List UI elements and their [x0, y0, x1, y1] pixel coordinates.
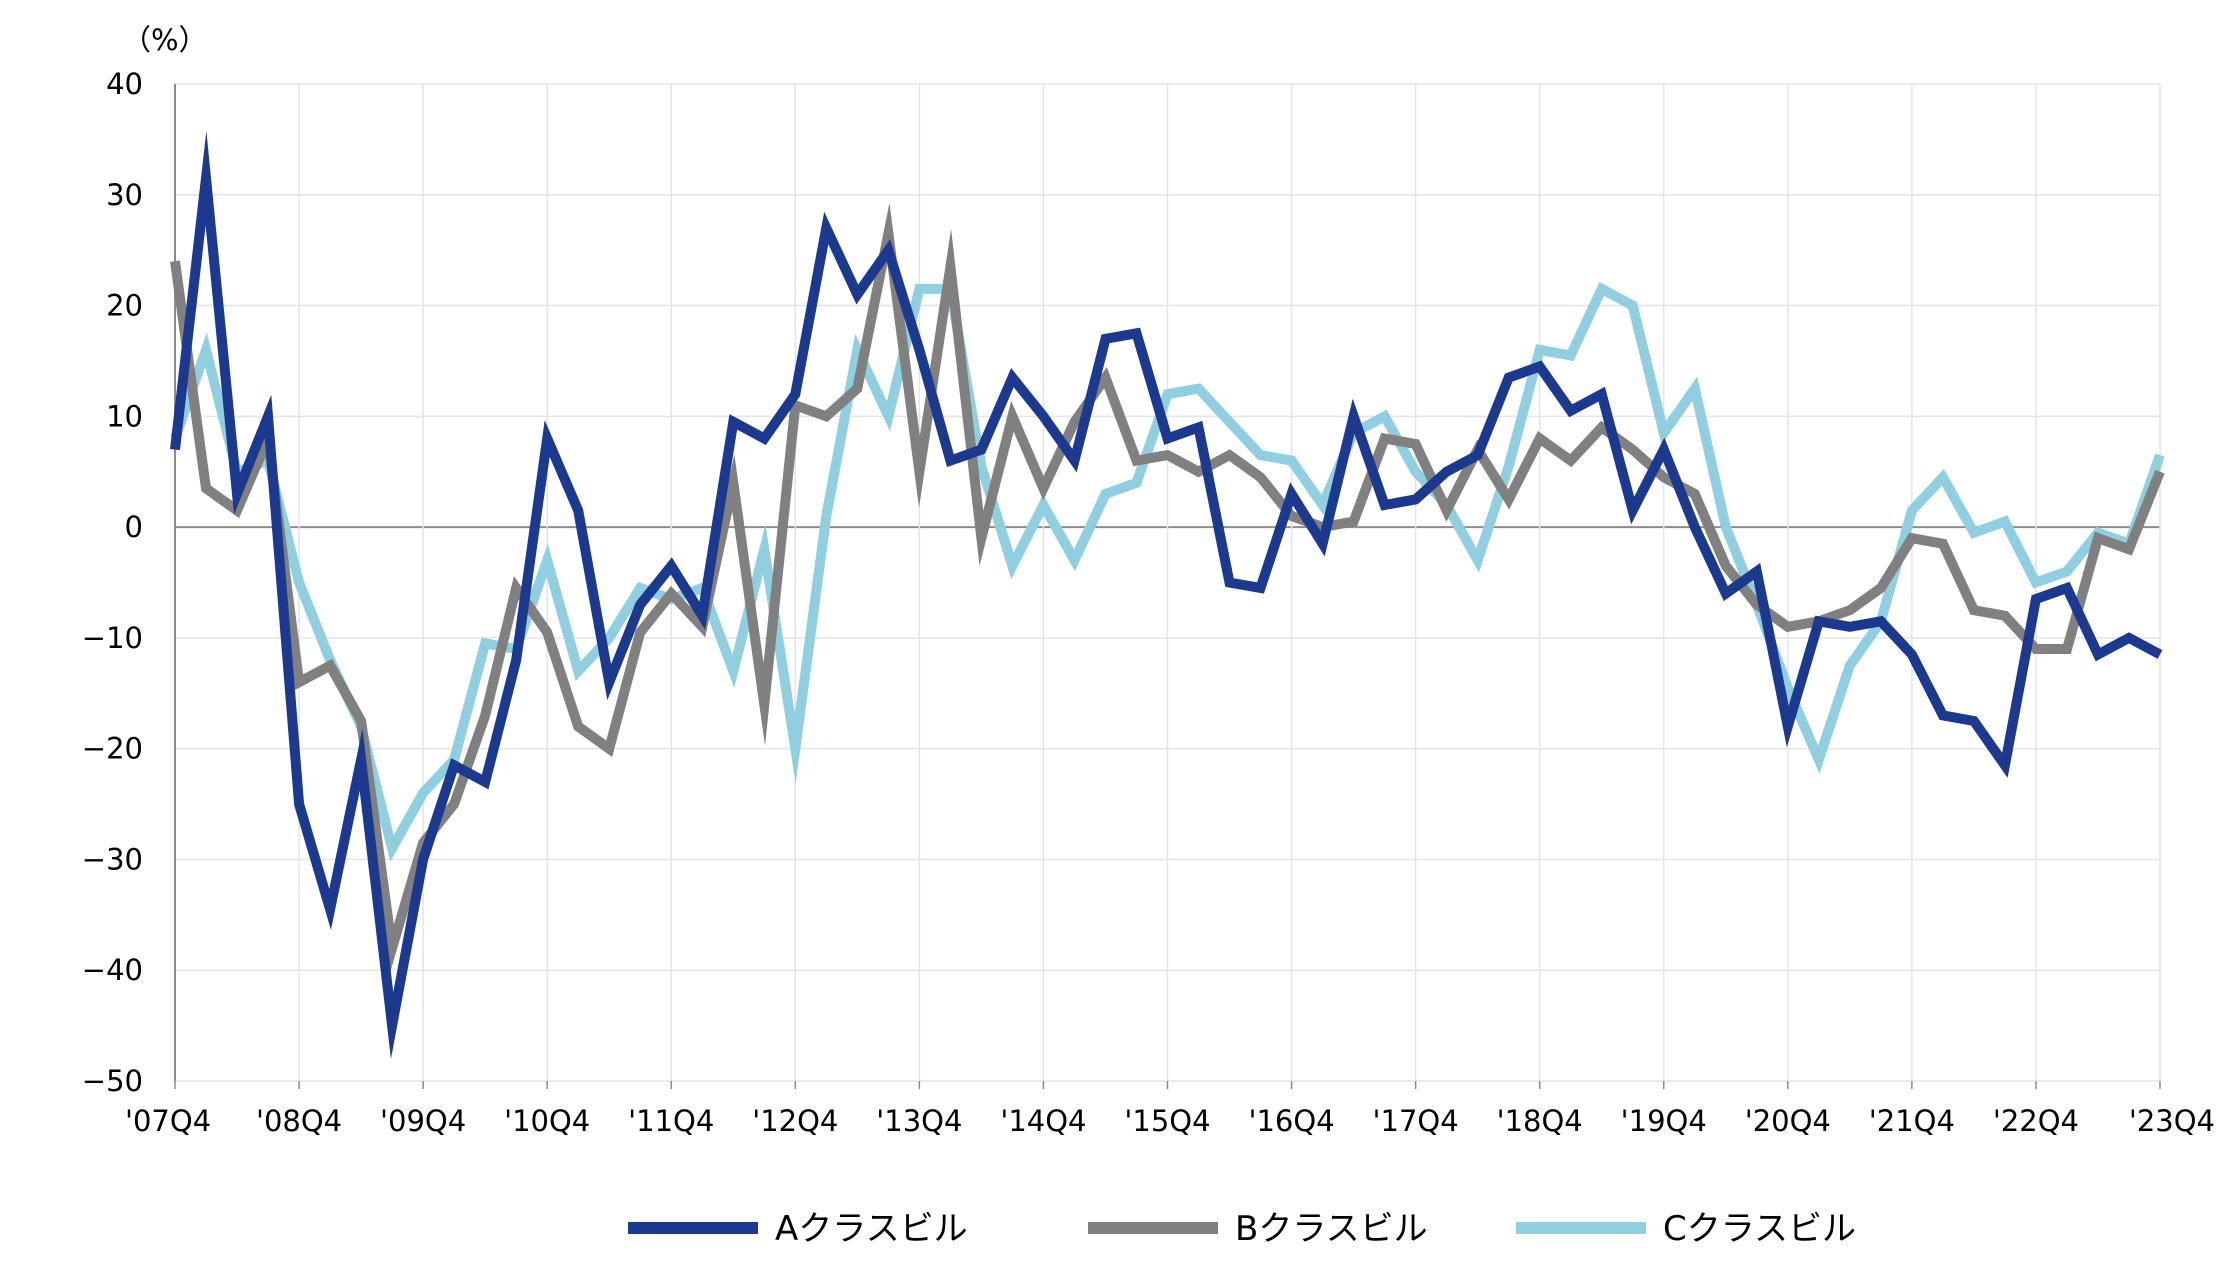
gridlines — [175, 83, 2161, 1082]
x-tick-label: '12Q4 — [752, 1104, 838, 1138]
y-tick-label: 10 — [106, 399, 143, 433]
x-tick-label: '10Q4 — [504, 1104, 590, 1138]
x-tick-label: '09Q4 — [380, 1104, 466, 1138]
y-tick-label: −40 — [82, 953, 143, 987]
series-lines — [170, 130, 2165, 1059]
y-tick-label: −20 — [82, 732, 143, 766]
legend-label-b: Bクラスビル — [1235, 1209, 1428, 1249]
x-tick-label: '13Q4 — [876, 1104, 962, 1138]
x-tick-label: '20Q4 — [1745, 1104, 1831, 1138]
x-tick-label: '08Q4 — [256, 1104, 342, 1138]
y-unit-label: （%） — [122, 23, 208, 57]
x-axis: '07Q4 '08Q4 '09Q4 '10Q4 '11Q4 '12Q4 '13Q4 '14Q4… — [125, 1081, 2215, 1138]
x-tick-label: '14Q4 — [1000, 1104, 1086, 1138]
x-tick-label: '15Q4 — [1124, 1104, 1210, 1138]
x-tick-label: '18Q4 — [1497, 1104, 1583, 1138]
y-tick-label: 20 — [106, 289, 143, 323]
series-line-b — [170, 202, 2165, 972]
y-tick-label: −10 — [82, 621, 143, 655]
legend-label-c: Cクラスビル — [1663, 1209, 1856, 1249]
x-tick-label: '17Q4 — [1373, 1104, 1459, 1138]
x-tick-label: '19Q4 — [1621, 1104, 1707, 1138]
x-tick-label: '16Q4 — [1248, 1104, 1334, 1138]
y-axis: 40 30 20 10 0 −10 −20 −30 −40 −50 — [82, 67, 176, 1098]
legend: Aクラスビル Bクラスビル Cクラスビル — [628, 1209, 1856, 1249]
legend-label-a: Aクラスビル — [775, 1209, 968, 1249]
x-tick-label: '11Q4 — [628, 1104, 714, 1138]
x-tick-label: '22Q4 — [1993, 1104, 2079, 1138]
x-tick-label: '21Q4 — [1869, 1104, 1955, 1138]
y-tick-label: 0 — [125, 510, 143, 544]
x-tick-label: '23Q4 — [2129, 1104, 2215, 1138]
y-tick-label: 30 — [106, 178, 143, 212]
y-tick-label: −50 — [82, 1064, 143, 1098]
y-tick-label: −30 — [82, 842, 143, 876]
x-tick-label: '07Q4 — [125, 1104, 211, 1138]
series-line-a — [170, 130, 2163, 1059]
y-tick-label: 40 — [106, 67, 143, 101]
